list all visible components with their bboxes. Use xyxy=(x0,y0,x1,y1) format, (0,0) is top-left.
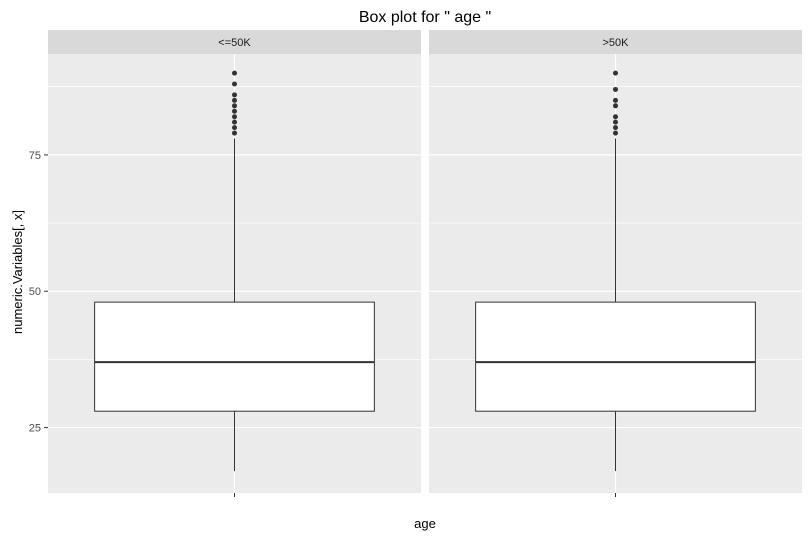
y-axis-title: numeric.Variables[, x] xyxy=(10,210,25,334)
outlier-point xyxy=(232,81,237,87)
iqr-box xyxy=(94,301,375,412)
panels: <=50K >50K xyxy=(48,30,802,497)
y-axis: 25 50 75 xyxy=(29,150,48,435)
panel-0: <=50K xyxy=(48,30,421,497)
outlier-point xyxy=(232,92,237,98)
outlier-point xyxy=(613,103,618,109)
outlier-point xyxy=(613,114,618,120)
outlier-point xyxy=(232,103,237,109)
chart-title: Box plot for " age " xyxy=(359,9,491,26)
panel-strip xyxy=(48,30,421,54)
outlier-point xyxy=(232,130,237,136)
y-tick-label: 50 xyxy=(29,286,41,298)
outlier-point xyxy=(613,130,618,136)
panel-strip xyxy=(429,30,802,54)
y-tick-label: 25 xyxy=(29,423,41,435)
outlier-point xyxy=(232,114,237,120)
panel-1: >50K xyxy=(429,30,802,497)
outlier-point xyxy=(613,97,618,103)
outlier-point xyxy=(232,70,237,76)
iqr-box xyxy=(475,301,756,412)
x-axis-title: age xyxy=(414,516,436,531)
outlier-point xyxy=(232,125,237,131)
outlier-point xyxy=(613,86,618,92)
outlier-point xyxy=(613,119,618,125)
panel-strip-label: <=50K xyxy=(218,37,251,49)
y-tick-label: 75 xyxy=(29,150,41,162)
panel-strip-label: >50K xyxy=(603,37,630,49)
outlier-point xyxy=(613,70,618,76)
outlier-point xyxy=(613,125,618,131)
outlier-point xyxy=(232,97,237,103)
outlier-point xyxy=(232,108,237,114)
outlier-point xyxy=(232,119,237,125)
